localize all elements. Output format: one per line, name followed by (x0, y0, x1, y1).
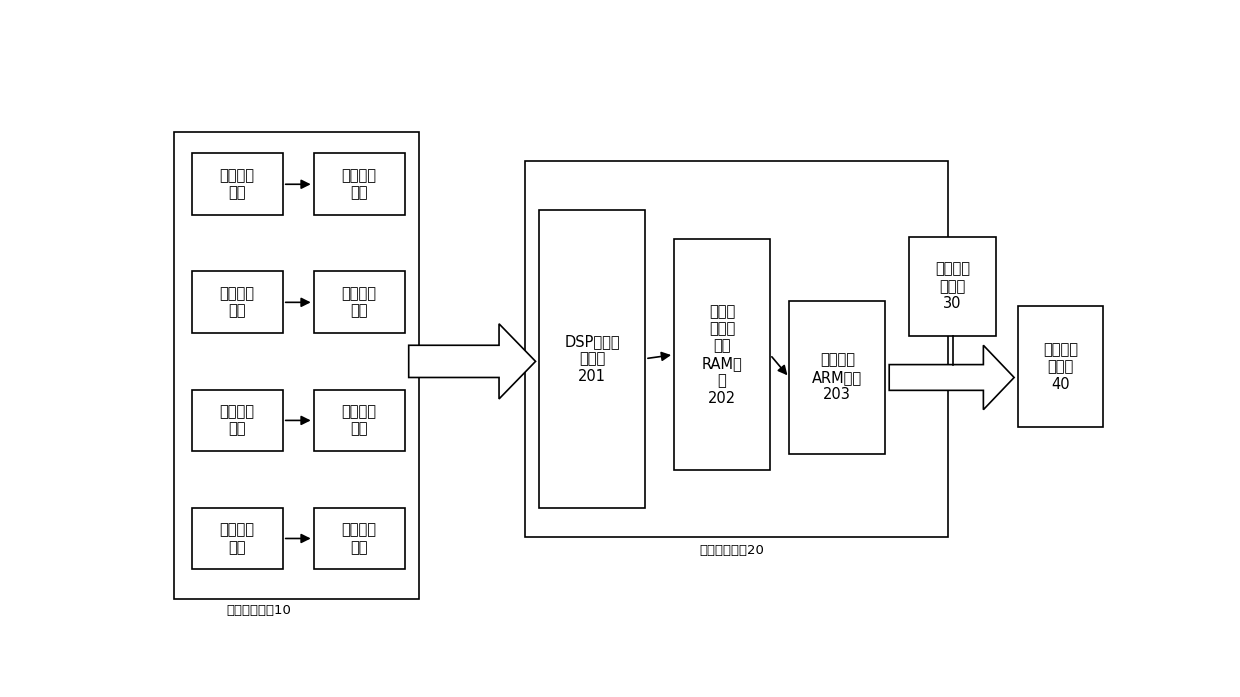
Bar (314, 153, 404, 215)
Text: 网侧电流
采样: 网侧电流 采样 (219, 286, 254, 319)
Text: 以太网接
口单元
30: 以太网接 口单元 30 (935, 261, 970, 311)
Text: 数据采集单元10: 数据采集单元10 (227, 604, 291, 618)
Bar (539, 210, 645, 507)
Bar (191, 271, 283, 333)
Text: 一次调理
电路: 一次调理 电路 (342, 168, 377, 201)
Bar (191, 153, 283, 215)
Text: 虚拟示波
器单元
40: 虚拟示波 器单元 40 (1043, 342, 1078, 392)
Bar (1018, 307, 1102, 427)
Polygon shape (889, 345, 1014, 410)
Bar (314, 507, 404, 569)
Text: DSP主处理
器单元
201: DSP主处理 器单元 201 (564, 334, 620, 383)
Bar (191, 507, 283, 569)
Bar (191, 390, 283, 451)
Text: 电网电压
采样: 电网电压 采样 (219, 168, 254, 201)
Polygon shape (409, 324, 536, 399)
Bar (314, 271, 404, 333)
Text: 定子电压
检测: 定子电压 检测 (219, 522, 254, 555)
Text: 机侧电流
采样: 机侧电流 采样 (342, 404, 377, 436)
Bar (174, 132, 419, 599)
Text: 一次调理
电路: 一次调理 电路 (342, 286, 377, 319)
Text: 数据交
互中心
双口
RAM单
元
202: 数据交 互中心 双口 RAM单 元 202 (702, 304, 743, 406)
Bar (314, 390, 404, 451)
Text: 机侧电流
采样: 机侧电流 采样 (219, 404, 254, 436)
Bar (909, 236, 996, 336)
Bar (789, 301, 885, 454)
Bar (525, 162, 947, 537)
Text: 辅助控制
ARM单元
203: 辅助控制 ARM单元 203 (812, 353, 862, 402)
Text: 数据交互单元20: 数据交互单元20 (699, 544, 764, 557)
Text: 一次调理
电路: 一次调理 电路 (342, 522, 377, 555)
Bar (675, 239, 770, 470)
